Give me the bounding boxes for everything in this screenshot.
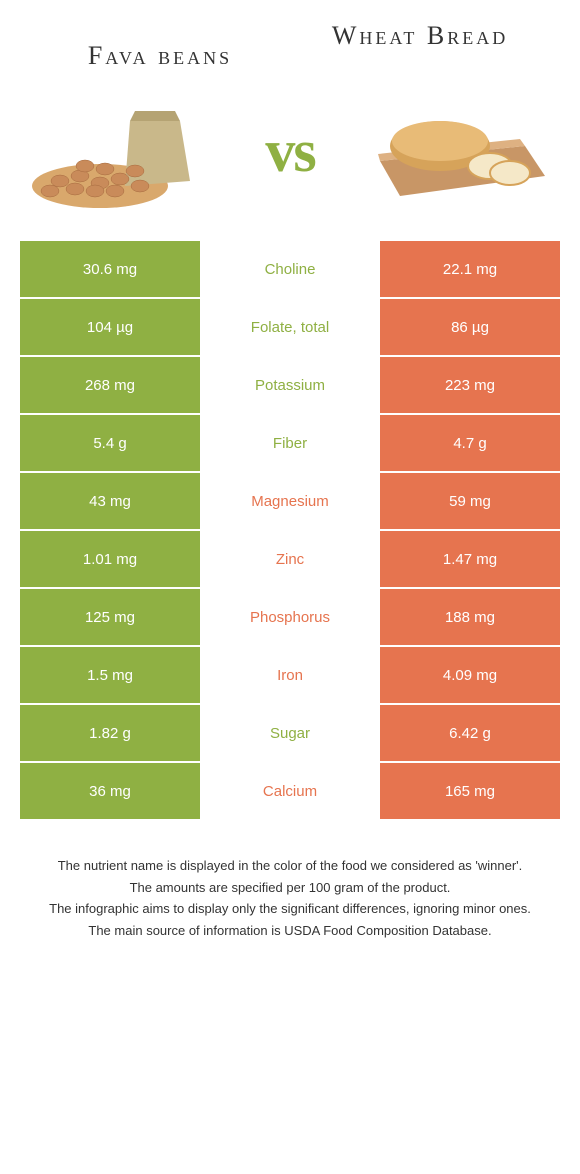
nutrient-label: Folate, total bbox=[200, 299, 380, 355]
value-left: 36 mg bbox=[20, 763, 200, 819]
vs-label: vs bbox=[265, 117, 314, 186]
nutrient-label: Magnesium bbox=[200, 473, 380, 529]
nutrient-label: Iron bbox=[200, 647, 380, 703]
nutrient-label: Sugar bbox=[200, 705, 380, 761]
nutrient-label: Choline bbox=[200, 241, 380, 297]
nutrient-label: Calcium bbox=[200, 763, 380, 819]
value-left: 1.5 mg bbox=[20, 647, 200, 703]
nutrient-table: 30.6 mgCholine22.1 mg104 µgFolate, total… bbox=[20, 241, 560, 819]
title-left: Fava beans bbox=[30, 40, 290, 71]
value-left: 30.6 mg bbox=[20, 241, 200, 297]
value-left: 104 µg bbox=[20, 299, 200, 355]
header-left: Fava beans bbox=[30, 20, 290, 71]
nutrient-row: 36 mgCalcium165 mg bbox=[20, 763, 560, 819]
footnote-line: The main source of information is USDA F… bbox=[35, 921, 545, 941]
images-row: vs bbox=[0, 81, 580, 241]
footnotes: The nutrient name is displayed in the co… bbox=[0, 821, 580, 952]
header-right: Wheat Bread bbox=[290, 20, 550, 51]
value-right: 165 mg bbox=[380, 763, 560, 819]
value-right: 1.47 mg bbox=[380, 531, 560, 587]
nutrient-row: 43 mgMagnesium59 mg bbox=[20, 473, 560, 529]
value-right: 4.7 g bbox=[380, 415, 560, 471]
nutrient-row: 1.01 mgZinc1.47 mg bbox=[20, 531, 560, 587]
value-right: 4.09 mg bbox=[380, 647, 560, 703]
nutrient-label: Zinc bbox=[200, 531, 380, 587]
nutrient-label: Phosphorus bbox=[200, 589, 380, 645]
nutrient-row: 268 mgPotassium223 mg bbox=[20, 357, 560, 413]
value-right: 6.42 g bbox=[380, 705, 560, 761]
value-left: 1.82 g bbox=[20, 705, 200, 761]
nutrient-row: 125 mgPhosphorus188 mg bbox=[20, 589, 560, 645]
header: Fava beans Wheat Bread bbox=[0, 0, 580, 81]
footnote-line: The amounts are specified per 100 gram o… bbox=[35, 878, 545, 898]
fava-beans-image bbox=[30, 91, 210, 211]
footnote-line: The infographic aims to display only the… bbox=[35, 899, 545, 919]
nutrient-row: 1.82 gSugar6.42 g bbox=[20, 705, 560, 761]
nutrient-label: Potassium bbox=[200, 357, 380, 413]
nutrient-label: Fiber bbox=[200, 415, 380, 471]
value-left: 5.4 g bbox=[20, 415, 200, 471]
wheat-bread-image bbox=[370, 91, 550, 211]
title-right: Wheat Bread bbox=[290, 20, 550, 51]
nutrient-row: 104 µgFolate, total86 µg bbox=[20, 299, 560, 355]
value-right: 223 mg bbox=[380, 357, 560, 413]
value-left: 125 mg bbox=[20, 589, 200, 645]
footnote-line: The nutrient name is displayed in the co… bbox=[35, 856, 545, 876]
nutrient-row: 1.5 mgIron4.09 mg bbox=[20, 647, 560, 703]
value-left: 268 mg bbox=[20, 357, 200, 413]
value-right: 188 mg bbox=[380, 589, 560, 645]
value-left: 1.01 mg bbox=[20, 531, 200, 587]
nutrient-row: 30.6 mgCholine22.1 mg bbox=[20, 241, 560, 297]
value-left: 43 mg bbox=[20, 473, 200, 529]
value-right: 22.1 mg bbox=[380, 241, 560, 297]
value-right: 59 mg bbox=[380, 473, 560, 529]
value-right: 86 µg bbox=[380, 299, 560, 355]
nutrient-row: 5.4 gFiber4.7 g bbox=[20, 415, 560, 471]
